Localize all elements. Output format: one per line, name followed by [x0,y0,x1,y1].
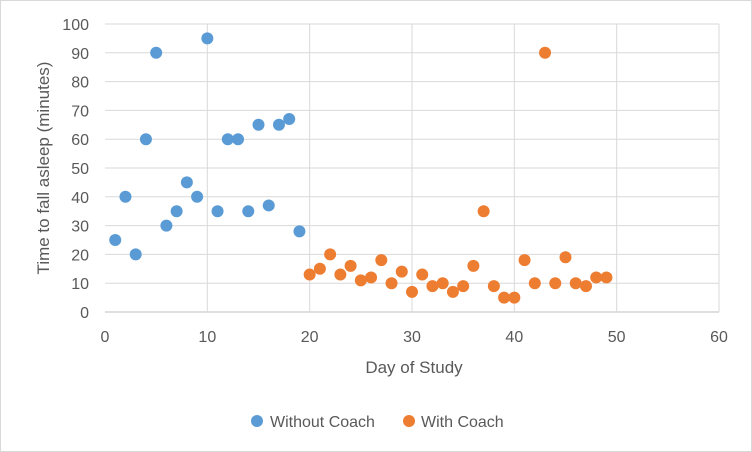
grid-layer [105,23,720,313]
without-coach-point [160,219,173,232]
without-coach-point [242,205,255,218]
y-tick-label: 80 [71,75,89,92]
without-coach-point [139,133,152,146]
without-coach-point [129,248,142,261]
without-coach-point [170,205,183,218]
y-tick-label: 30 [71,219,89,236]
without-coach-point [109,234,122,246]
without-coach-point [191,190,204,203]
with-coach-point [539,46,552,59]
with-coach-point [487,280,500,293]
y-tick-label: 90 [71,46,89,63]
with-coach-point [579,280,592,293]
without-coach-point [201,32,214,45]
with-coach-point [416,268,429,281]
without-coach-point [283,113,296,126]
with-coach-point [354,274,367,287]
legend: Without Coach With Coach [251,414,504,431]
with-coach-point [344,259,357,272]
with-coach-point [528,277,541,290]
with-coach-point [313,262,326,275]
with-coach-point [467,259,480,272]
with-coach-point [518,254,531,267]
with-coach-point [559,251,572,264]
with-coach-point [549,277,562,290]
with-coach-point [436,277,449,290]
legend-marker-with-coach [403,415,415,427]
legend-marker-without-coach [251,415,263,427]
without-coach-point [211,205,224,218]
without-coach-point [180,176,193,189]
y-tick-label: 10 [71,276,89,293]
with-coach-point [498,291,511,304]
with-coach-point [569,277,582,290]
with-coach-point [477,205,490,218]
y-axis-title: Time to fall asleep (minutes) [34,62,53,275]
without-coach-point [119,190,132,203]
x-tick-label: 0 [101,329,110,346]
y-tick-label: 100 [62,17,89,34]
legend-label-with-coach: With Coach [421,414,504,431]
y-tick-label: 60 [71,132,89,149]
with-coach-point [426,280,439,293]
x-tick-label: 30 [403,329,421,346]
y-tick-label: 40 [71,190,89,207]
with-coach-point [324,248,337,261]
with-coach-point [590,271,603,284]
without-coach-point [262,199,275,212]
y-tick-label: 20 [71,247,89,264]
y-tick-label: 50 [71,161,89,178]
points-layer [109,32,613,304]
legend-label-without-coach: Without Coach [270,414,375,431]
with-coach-point [600,271,613,284]
with-coach-point [375,254,388,267]
x-tick-label: 50 [608,329,626,346]
x-axis-title: Day of Study [365,358,463,377]
with-coach-point [303,268,316,281]
x-tick-label: 40 [505,329,523,346]
with-coach-point [395,265,408,278]
with-coach-point [446,285,459,298]
without-coach-point [232,133,245,146]
without-coach-point [293,225,306,238]
x-tick-label: 10 [198,329,216,346]
without-coach-point [150,46,163,59]
with-coach-point [385,277,398,290]
y-tick-label: 70 [71,103,89,120]
with-coach-point [457,280,470,293]
without-coach-point [252,118,265,131]
y-tick-label: 0 [80,305,89,322]
without-coach-point [272,118,285,131]
x-tick-label: 60 [710,329,728,346]
with-coach-point [508,291,521,304]
with-coach-point [365,271,378,284]
x-tick-label: 20 [301,329,319,346]
with-coach-point [334,268,347,281]
axis-layer: 0 10 20 30 40 50 60 70 80 90 100 0 10 20 30 40 50 60 [62,17,728,346]
without-coach-point [221,133,234,146]
with-coach-point [406,285,418,298]
